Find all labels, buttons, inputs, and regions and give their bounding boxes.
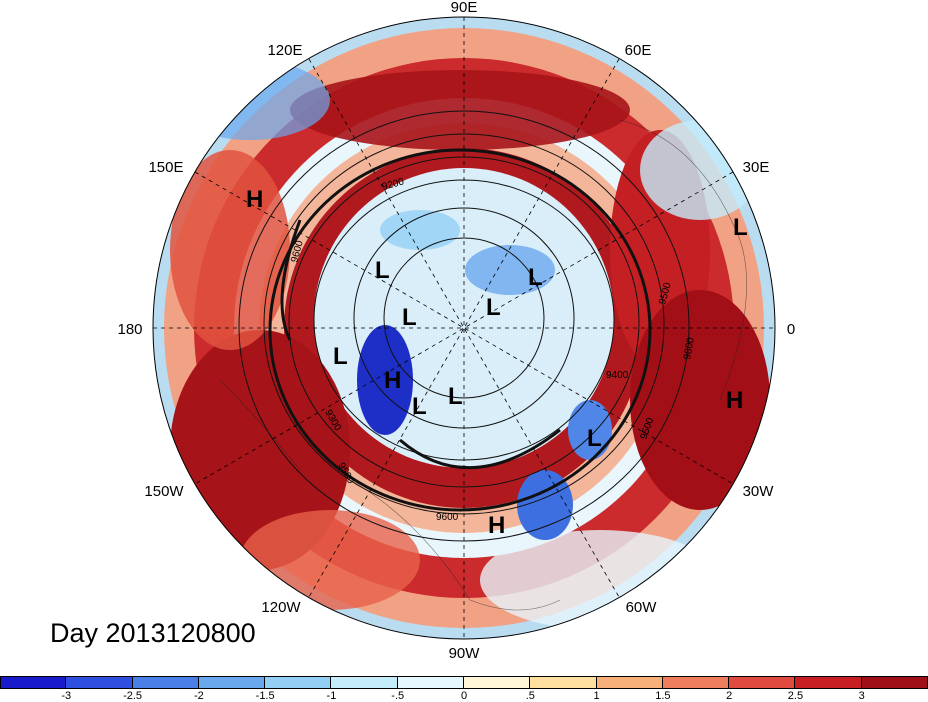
contour-label: 9400	[606, 370, 629, 381]
contour-label: 9800	[682, 336, 697, 360]
colorbar-segment	[464, 676, 531, 689]
contour-label: 9600	[436, 512, 459, 523]
colorbar-segment	[795, 676, 862, 689]
lon-label-60e: 60E	[625, 42, 652, 59]
lon-label-30e: 30E	[743, 159, 770, 176]
colorbar-tick-label: 1.5	[655, 690, 671, 702]
colorbar: -3 -2.5 -2 -1.5 -1 -.5 0 .5 1 1.5 2 2.5 3	[0, 676, 928, 702]
low-marker: L	[587, 425, 602, 452]
lon-label-150e: 150E	[148, 159, 183, 176]
colorbar-tick-label: .5	[525, 690, 535, 702]
shaded-field	[153, 17, 775, 639]
colorbar-segment	[132, 676, 199, 689]
high-marker: H	[246, 186, 263, 213]
colorbar-tick-label: 2.5	[787, 690, 804, 702]
colorbar-segment	[0, 676, 67, 689]
colorbar-tick-label: -3	[61, 690, 72, 702]
lon-label-180: 180	[117, 321, 142, 338]
lon-label-120w: 120W	[261, 599, 301, 616]
colorbar-tick-label: -.5	[391, 690, 405, 702]
low-marker: L	[333, 343, 348, 370]
low-marker: L	[448, 383, 463, 410]
colorbar-segment	[66, 676, 133, 689]
colorbar-tick-label: 3	[858, 690, 865, 702]
colorbar-frame	[0, 676, 928, 689]
colorbar-tick-label: -1	[326, 690, 337, 702]
lon-label-120e: 120E	[267, 42, 302, 59]
colorbar-segment	[530, 676, 597, 689]
colorbar-segment	[596, 676, 663, 689]
colorbar-segment	[331, 676, 398, 689]
colorbar-tick-label: -2	[193, 690, 204, 702]
colorbar-tick-label: -2.5	[123, 690, 143, 702]
low-marker: L	[412, 393, 427, 420]
colorbar-segment	[265, 676, 332, 689]
low-marker: L	[402, 304, 417, 331]
low-marker: L	[528, 264, 543, 291]
colorbar-tick-label: 0	[460, 690, 468, 702]
lon-label-0: 0	[787, 321, 795, 338]
low-marker: L	[375, 257, 390, 284]
lon-label-60w: 60W	[626, 599, 658, 616]
colorbar-tick-label: 2	[726, 690, 733, 702]
colorbar-segment	[397, 676, 464, 689]
colorbar-tick-label: 1	[593, 690, 600, 702]
lon-label-90e: 90E	[451, 0, 478, 16]
lon-label-30w: 30W	[743, 483, 775, 500]
high-marker: H	[488, 512, 505, 539]
colorbar-segment	[662, 676, 730, 689]
lon-label-150w: 150W	[144, 483, 184, 500]
lon-label-90w: 90W	[449, 645, 481, 662]
high-marker: H	[384, 367, 401, 394]
low-marker: L	[733, 214, 748, 241]
colorbar-segment	[198, 676, 266, 689]
colorbar-tick-label: -1.5	[255, 690, 275, 702]
colorbar-segment	[729, 676, 796, 689]
plot-title: Day 2013120800	[50, 618, 256, 648]
polar-map: 90E 60E 30E 0 30W 60W 90W 120W 150W 180 …	[117, 0, 795, 662]
high-marker: H	[726, 387, 743, 414]
low-marker: L	[486, 294, 501, 321]
